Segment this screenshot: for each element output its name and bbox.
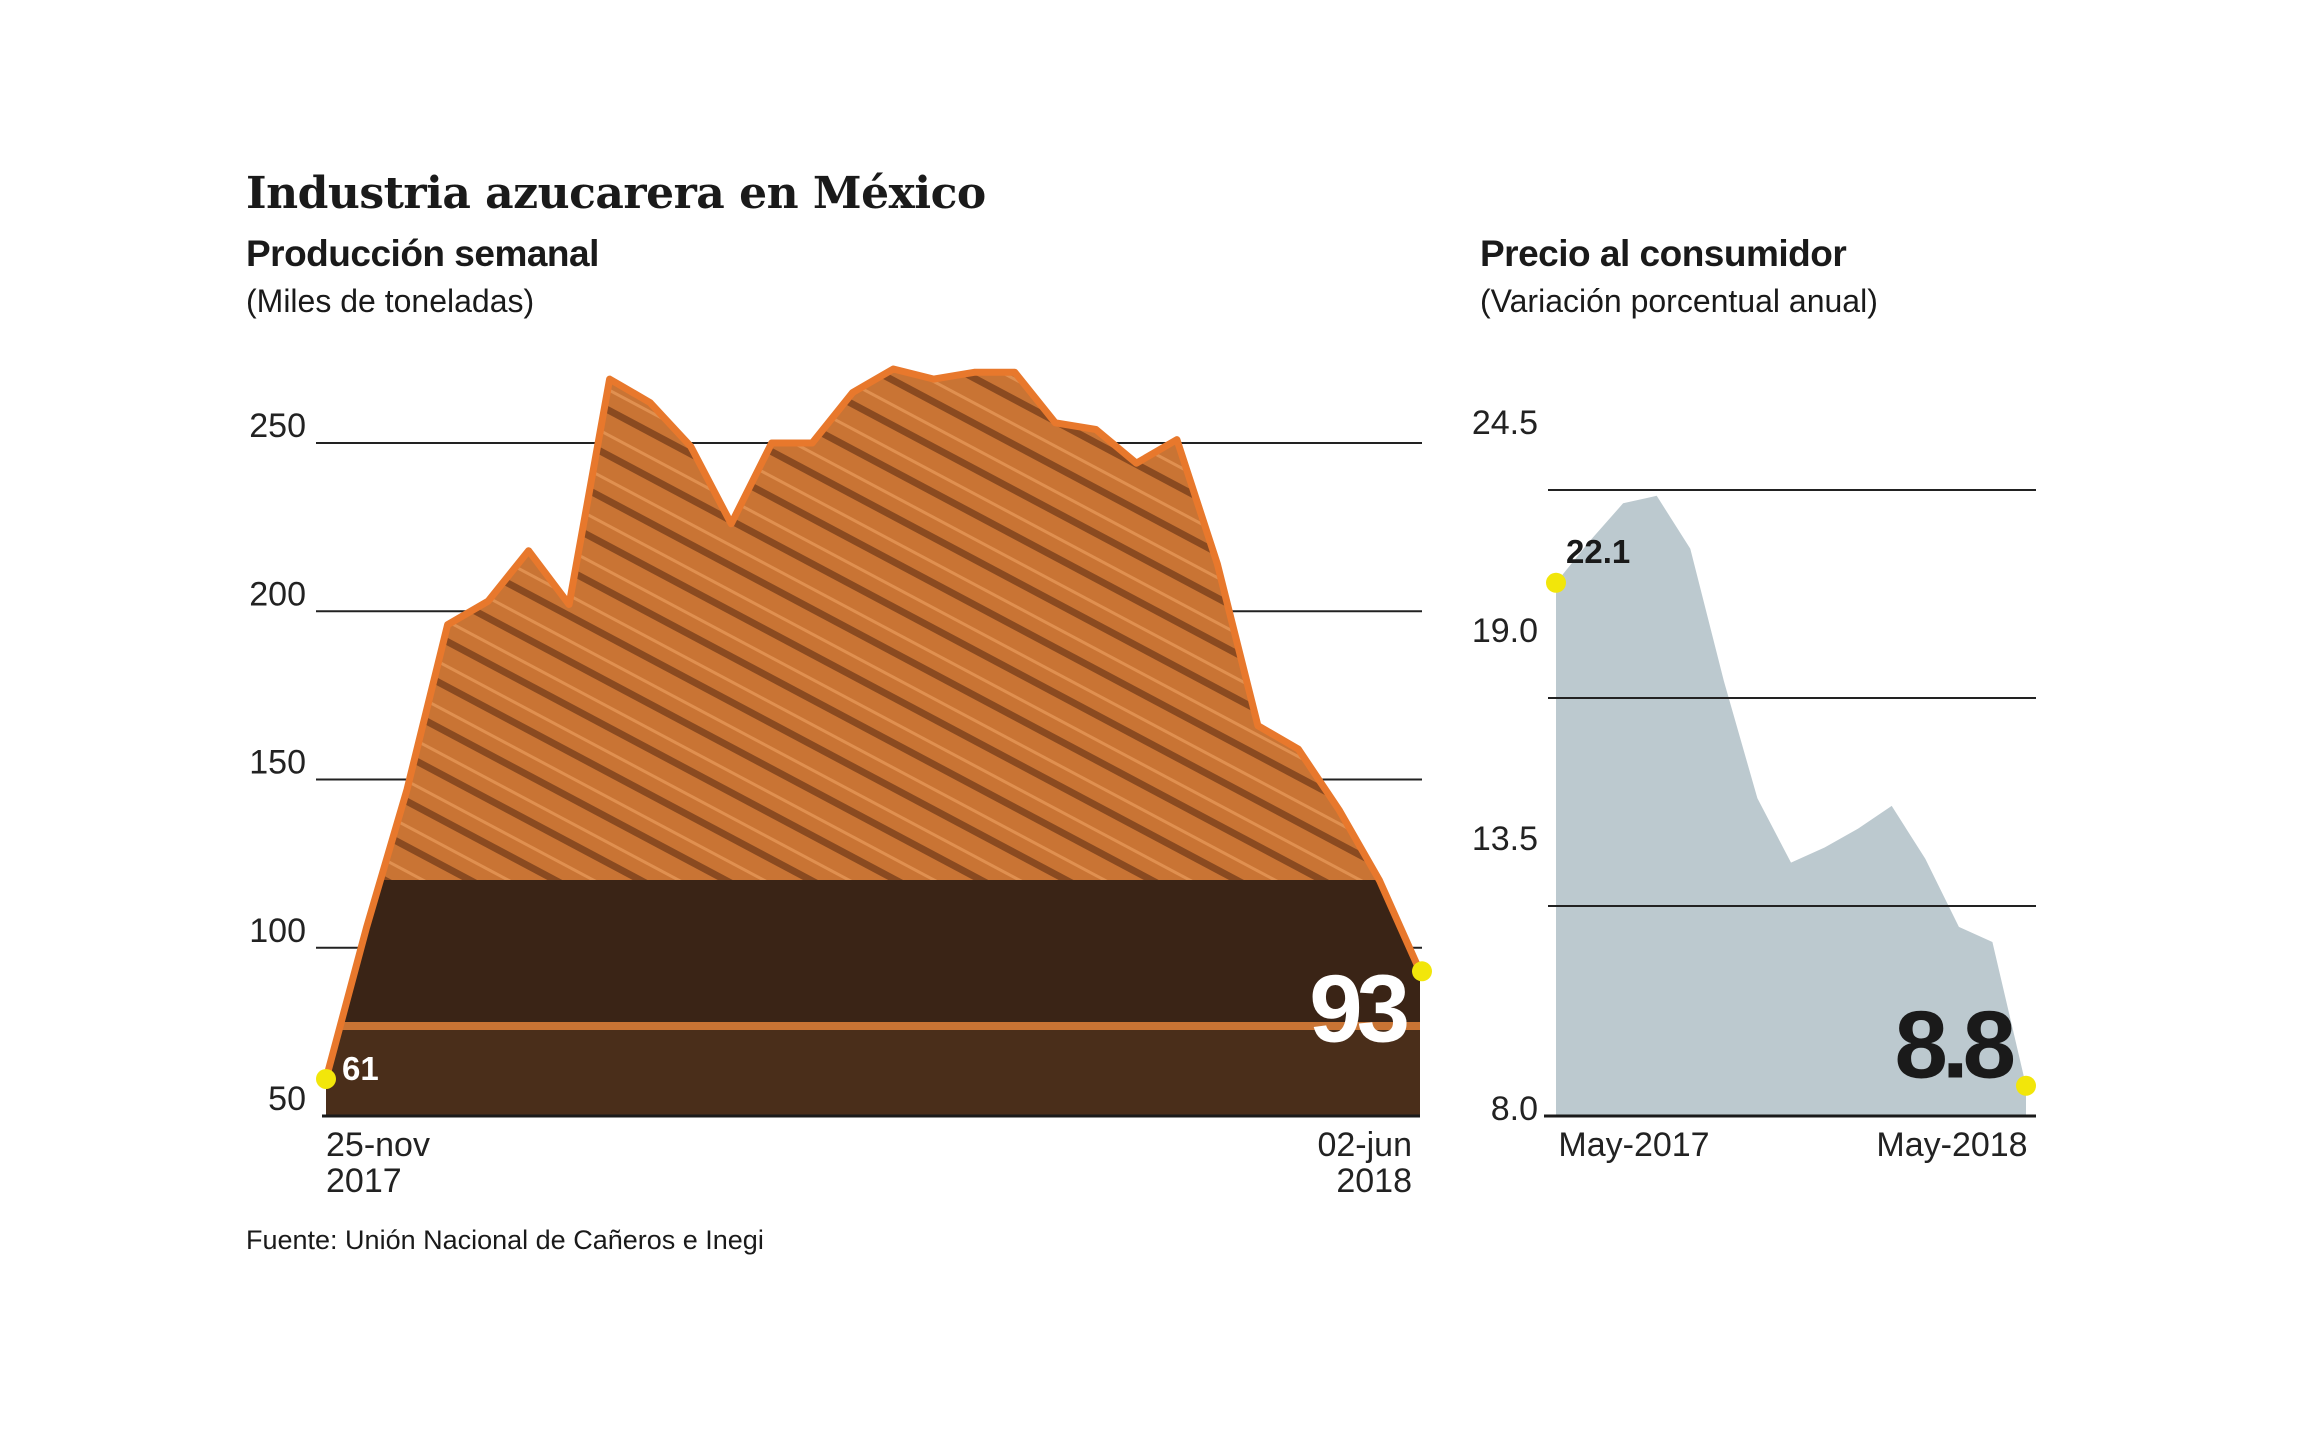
production-x-end-year: 2018	[1336, 1162, 1412, 1200]
price-title: Precio al consumidor	[1480, 233, 1847, 274]
price-y-tick: 13.5	[1472, 820, 1538, 858]
price-y-tick: 19.0	[1472, 612, 1538, 650]
production-start-marker	[316, 1068, 336, 1089]
price-unit: (Variación porcentual anual)	[1480, 283, 1878, 319]
production-start-label: 61	[342, 1050, 379, 1087]
price-y-tick: 8.0	[1491, 1090, 1538, 1128]
production-y-tick: 100	[249, 912, 306, 950]
production-y-tick: 150	[249, 744, 306, 782]
production-y-tick: 250	[249, 407, 306, 445]
wood-plank-edge	[326, 1022, 1420, 1030]
source-note: Fuente: Unión Nacional de Cañeros e Ineg…	[246, 1225, 764, 1255]
production-y-tick: 200	[249, 575, 306, 613]
price-x-end-label: May-2018	[1876, 1126, 2027, 1164]
wood-plank	[326, 880, 1420, 1040]
price-start-marker	[1546, 572, 1566, 593]
production-y-ticks: 50 100 150 200 250	[249, 407, 306, 1118]
price-gridlines	[1548, 489, 2036, 907]
production-end-label: 93	[1309, 955, 1406, 1062]
price-y-tick: 24.5	[1472, 404, 1538, 442]
price-y-ticks: 8.0 13.5 19.0 24.5	[1472, 404, 1538, 1128]
production-unit: (Miles de toneladas)	[246, 283, 535, 319]
production-title: Producción semanal	[246, 233, 599, 274]
price-area	[1556, 495, 2026, 1116]
main-title: Industria azucarera en México	[246, 168, 986, 219]
production-end-marker	[1412, 961, 1432, 982]
price-end-label: 8.8	[1895, 992, 2014, 1099]
price-start-label: 22.1	[1566, 533, 1630, 570]
production-x-start-year: 2017	[326, 1162, 402, 1200]
production-x-start-day: 25-nov	[326, 1126, 430, 1164]
price-x-start-label: May-2017	[1558, 1126, 1709, 1164]
production-line	[322, 365, 1424, 1080]
wood-plank-lower	[326, 1030, 1420, 1116]
production-x-end-day: 02-jun	[1317, 1126, 1412, 1164]
production-y-tick: 50	[268, 1080, 306, 1118]
price-end-marker	[2016, 1075, 2036, 1096]
